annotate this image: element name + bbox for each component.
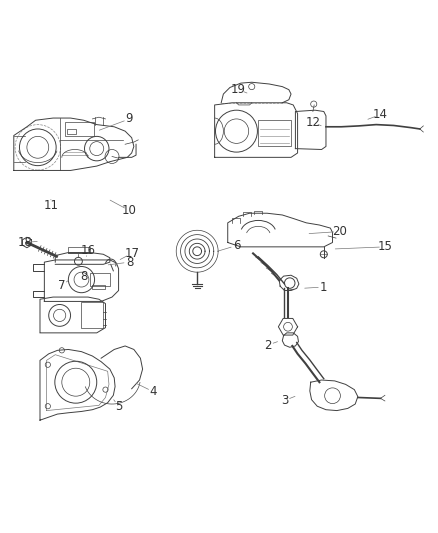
Text: 16: 16 [81,244,95,257]
Text: 14: 14 [373,108,388,121]
Text: 9: 9 [126,112,133,125]
Text: 3: 3 [281,394,288,407]
Text: 7: 7 [58,279,66,292]
Text: 4: 4 [150,385,157,398]
Bar [81,302,103,328]
Bar [258,120,291,147]
Bar [92,285,106,289]
Text: 17: 17 [124,247,139,260]
Text: 5: 5 [115,400,122,413]
Text: 8: 8 [80,270,87,282]
Bar [67,128,76,134]
Text: 19: 19 [231,83,246,96]
Text: 2: 2 [264,338,272,352]
Text: 8: 8 [126,256,133,269]
Text: 11: 11 [43,199,58,212]
Bar [65,122,94,135]
Text: 12: 12 [305,116,320,129]
Text: 18: 18 [17,236,32,249]
Text: 1: 1 [320,280,328,294]
Bar [90,273,110,286]
Text: 6: 6 [233,239,240,252]
Text: 15: 15 [378,240,392,253]
Text: 20: 20 [332,225,346,238]
Text: 10: 10 [122,204,137,217]
Bar [68,247,90,253]
